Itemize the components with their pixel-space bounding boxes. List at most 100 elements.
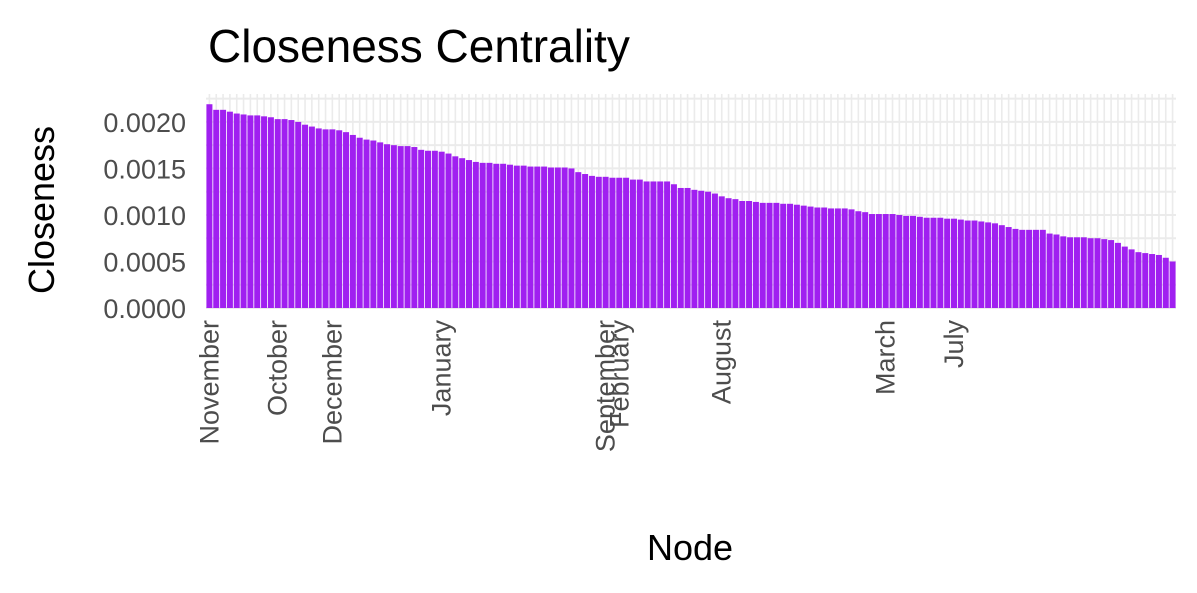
x-axis-tick-labels: November October December January SeptemberF… xyxy=(194,320,969,453)
bar xyxy=(896,214,903,308)
bar xyxy=(315,128,322,308)
bar xyxy=(623,177,630,308)
bar xyxy=(1032,229,1039,308)
bar xyxy=(479,162,486,308)
x-axis-title: Node xyxy=(647,527,733,568)
bar xyxy=(602,176,609,308)
bar xyxy=(1142,253,1149,308)
bar xyxy=(944,218,951,308)
bar xyxy=(486,162,493,308)
bar xyxy=(384,144,391,308)
bar xyxy=(869,214,876,308)
bar xyxy=(1135,252,1142,308)
bar xyxy=(903,215,910,308)
bar xyxy=(213,109,220,308)
bar xyxy=(985,222,992,308)
bar xyxy=(978,221,985,308)
bar xyxy=(1108,240,1115,308)
bar xyxy=(1087,238,1094,308)
bar xyxy=(616,177,623,308)
bar xyxy=(425,150,432,308)
bar xyxy=(595,176,602,308)
bar xyxy=(705,191,712,308)
x-tick-label: September xyxy=(591,320,621,452)
bar xyxy=(261,116,268,308)
chart-title: Closeness Centrality xyxy=(208,20,630,72)
bar xyxy=(1162,257,1169,308)
bar xyxy=(520,165,527,308)
bar xyxy=(226,111,233,309)
bar xyxy=(923,217,930,308)
bar xyxy=(561,167,568,308)
bar xyxy=(841,208,848,308)
bar xyxy=(343,132,350,308)
bar xyxy=(438,151,445,308)
bar xyxy=(527,166,534,308)
bar xyxy=(233,113,240,308)
bar xyxy=(377,142,384,308)
bar xyxy=(500,163,507,308)
bar xyxy=(1046,233,1053,308)
bar xyxy=(991,223,998,308)
bar xyxy=(302,124,309,308)
bar xyxy=(848,209,855,308)
y-axis-title: Closeness xyxy=(21,126,62,294)
x-tick-label: November xyxy=(194,320,224,445)
bar xyxy=(684,187,691,308)
bar xyxy=(882,214,889,308)
bar xyxy=(274,119,281,309)
bar xyxy=(629,179,636,308)
bar xyxy=(862,212,869,308)
bar xyxy=(910,215,917,308)
bar xyxy=(1005,227,1012,308)
bar xyxy=(800,205,807,308)
x-tick-label: July xyxy=(939,320,969,369)
bar xyxy=(746,201,753,308)
x-tick-label: October xyxy=(263,320,293,416)
bar xyxy=(739,201,746,308)
bar xyxy=(1080,237,1087,308)
bar xyxy=(445,153,452,308)
y-tick-label: 0.0000 xyxy=(103,294,186,324)
bar xyxy=(288,120,295,308)
bar xyxy=(493,163,500,308)
bar xyxy=(636,179,643,308)
bar xyxy=(1114,242,1121,308)
bar xyxy=(390,145,397,308)
bar xyxy=(459,158,466,308)
bar xyxy=(998,225,1005,308)
bar xyxy=(698,190,705,308)
bar xyxy=(937,217,944,308)
bar xyxy=(336,130,343,308)
bar xyxy=(964,220,971,308)
bar xyxy=(582,174,589,308)
bar xyxy=(691,189,698,308)
bar xyxy=(568,168,575,308)
bar xyxy=(711,193,718,308)
bar xyxy=(1053,234,1060,308)
bar xyxy=(828,208,835,308)
bar xyxy=(370,140,377,308)
bar xyxy=(220,109,227,308)
bars xyxy=(206,104,1176,309)
bar xyxy=(759,202,766,308)
bar xyxy=(1155,254,1162,308)
bar xyxy=(431,150,438,308)
bar xyxy=(206,104,213,308)
bar xyxy=(950,218,957,308)
bar xyxy=(971,220,978,308)
bar xyxy=(1012,228,1019,308)
y-tick-label: 0.0020 xyxy=(103,108,186,138)
bar xyxy=(554,167,561,308)
bar xyxy=(732,199,739,308)
bar xyxy=(807,206,814,308)
bar xyxy=(349,134,356,308)
bar xyxy=(821,207,828,308)
bar xyxy=(793,204,800,308)
bar xyxy=(677,187,684,308)
bar xyxy=(1060,236,1067,308)
bar xyxy=(281,119,288,309)
bar xyxy=(875,214,882,308)
bar xyxy=(322,129,329,308)
bar xyxy=(657,181,664,308)
